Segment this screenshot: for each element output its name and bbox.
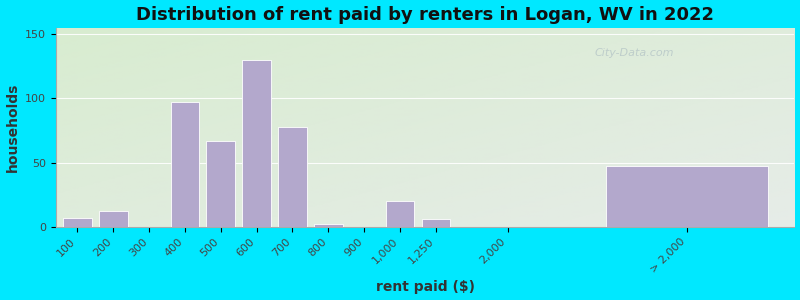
Text: City-Data.com: City-Data.com [595,48,674,58]
Bar [386,201,414,227]
Bar [170,102,199,227]
Title: Distribution of rent paid by renters in Logan, WV in 2022: Distribution of rent paid by renters in … [136,6,714,24]
Bar [63,218,92,227]
Bar [314,224,342,227]
Bar [422,219,450,227]
Bar [242,60,271,227]
Bar [99,211,127,227]
Y-axis label: households: households [6,82,19,172]
Bar [606,167,767,227]
Bar [278,127,307,227]
Bar [206,141,235,227]
X-axis label: rent paid ($): rent paid ($) [376,280,474,294]
